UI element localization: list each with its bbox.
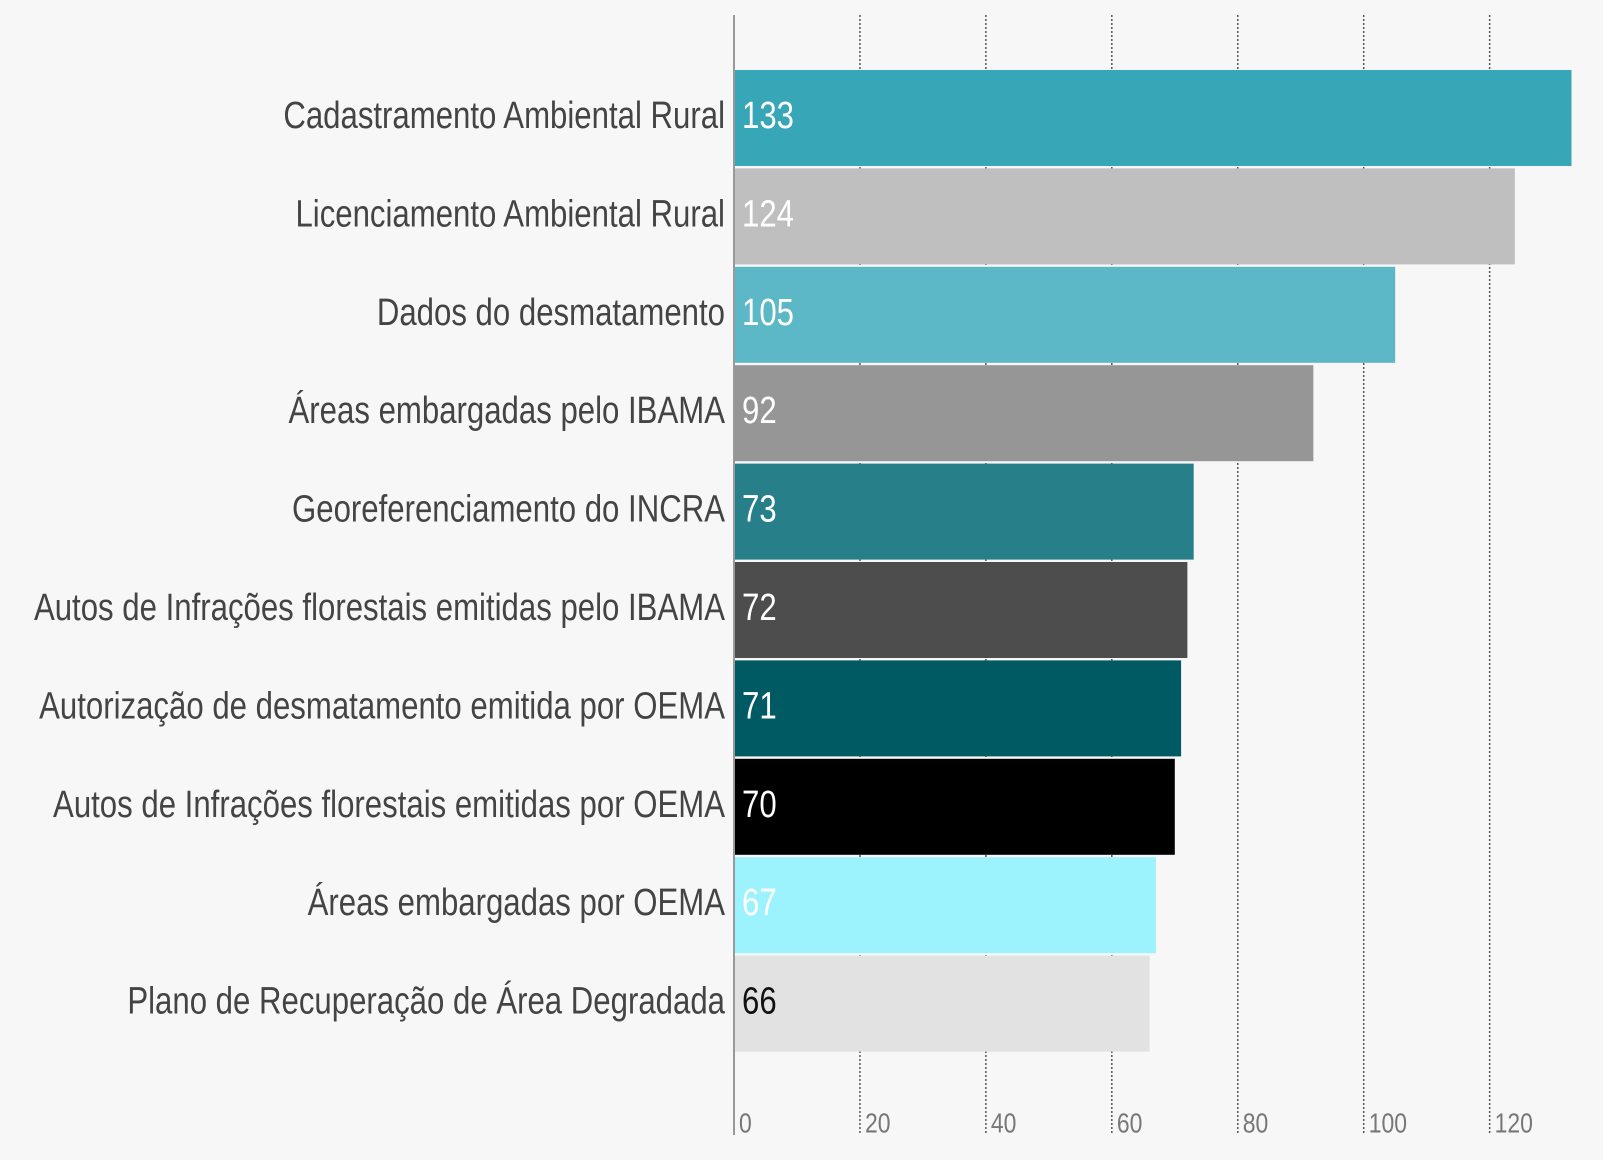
category-label: Licenciamento Ambiental Rural — [295, 193, 725, 235]
value-label: 124 — [742, 193, 794, 235]
category-label: Áreas embargadas pelo IBAMA — [289, 389, 726, 432]
x-tick-label: 120 — [1495, 1107, 1533, 1138]
value-label: 66 — [742, 981, 777, 1023]
category-label: Áreas embargadas por OEMA — [308, 881, 726, 924]
value-label: 73 — [742, 489, 777, 531]
category-label: Georeferenciamento do INCRA — [292, 489, 726, 531]
bar — [734, 758, 1175, 855]
value-label: 133 — [742, 95, 794, 137]
x-tick-label: 0 — [739, 1107, 752, 1138]
bar — [734, 365, 1314, 462]
bar — [734, 266, 1396, 363]
bar — [734, 168, 1515, 265]
category-label: Autos de Infrações florestais emitidas p… — [53, 784, 726, 826]
value-label: 67 — [742, 882, 777, 924]
category-label: Cadastramento Ambiental Rural — [283, 95, 725, 137]
category-label: Plano de Recuperação de Área Degradada — [127, 980, 725, 1023]
x-tick-label: 40 — [991, 1107, 1017, 1138]
value-label: 71 — [742, 685, 777, 727]
bar — [734, 562, 1188, 658]
category-label: Autorização de desmatamento emitida por … — [39, 685, 725, 727]
value-label: 92 — [742, 390, 777, 432]
x-tick-label: 60 — [1117, 1107, 1143, 1138]
x-tick-label: 80 — [1243, 1107, 1269, 1138]
category-label: Dados do desmatamento — [377, 292, 725, 334]
bar — [734, 857, 1156, 954]
value-label: 70 — [742, 784, 777, 826]
x-tick-label: 100 — [1369, 1107, 1407, 1138]
bar — [734, 463, 1194, 560]
value-label: 105 — [742, 292, 794, 334]
category-label: Autos de Infrações florestais emitidas p… — [34, 587, 726, 629]
value-label: 72 — [742, 587, 777, 629]
bar — [734, 70, 1572, 166]
x-tick-label: 20 — [865, 1107, 891, 1138]
bar — [734, 660, 1182, 757]
bar — [734, 955, 1150, 1052]
